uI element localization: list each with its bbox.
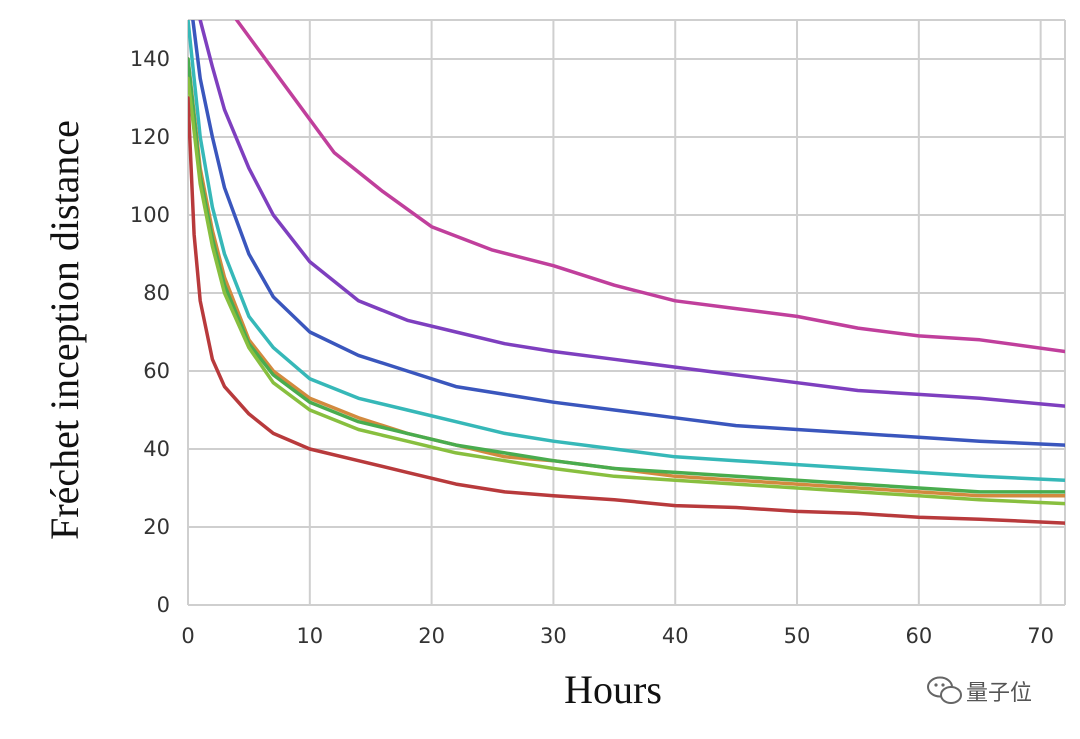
y-tick-label: 120 [130,125,170,149]
x-tick-label: 50 [784,624,811,648]
x-tick-label: 20 [418,624,445,648]
series-line-4 [188,20,1065,482]
x-tick-label: 30 [540,624,567,648]
series-line-3 [191,20,1065,447]
x-tick-label: 60 [905,624,932,648]
x-axis-title: Hours [564,667,662,712]
wechat-icon [927,676,962,704]
y-tick-label: 100 [130,203,170,227]
watermark-text: 量子位 [966,681,1032,706]
y-axis-title: Fréchet inception distance [42,120,87,540]
series-line-2 [198,20,1065,408]
tick-labels: 0 10 20 30 40 50 60 70 0 20 40 60 80 100 120 140 [130,47,1054,648]
series-group [188,20,1065,525]
y-tick-label: 140 [130,47,170,71]
y-tick-label: 0 [157,593,170,617]
series-line-1 [234,20,1065,354]
x-tick-label: 10 [296,624,323,648]
x-tick-label: 40 [662,624,689,648]
series-line-5 [188,57,1065,498]
y-tick-label: 20 [143,515,170,539]
y-tick-label: 40 [143,437,170,461]
grid [187,19,1066,606]
y-tick-label: 80 [143,281,170,305]
watermark: 量子位 [927,676,1032,706]
series-line-7 [188,76,1065,506]
x-tick-label: 0 [181,624,194,648]
series-line-6 [188,57,1065,494]
y-tick-label: 60 [143,359,170,383]
series-line-8 [188,96,1065,525]
x-tick-label: 70 [1027,624,1054,648]
